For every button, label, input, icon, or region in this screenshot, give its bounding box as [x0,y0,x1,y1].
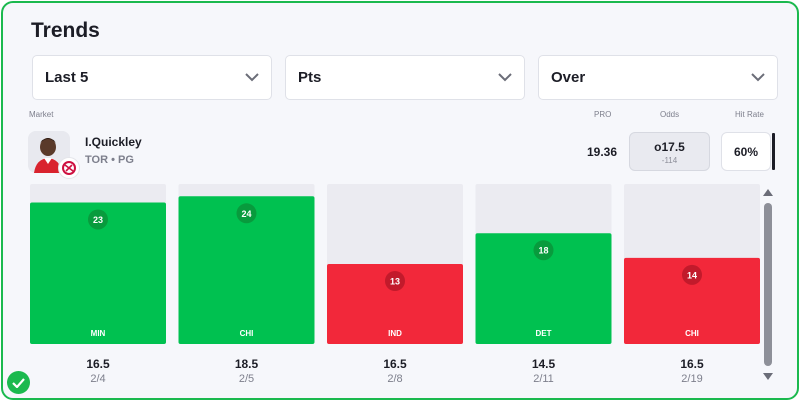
scroll-up-arrow-icon[interactable] [762,187,774,197]
over-under-dropdown-label: Over [551,69,586,86]
market-column-header: Market [29,110,54,119]
bar-line-label: 14.5 [532,357,556,371]
pro-column-header: PRO [594,110,612,119]
page-title: Trends [31,19,100,42]
bar-date-label: 2/5 [239,373,254,385]
bar-value-badge [88,209,108,230]
odds-line: o17.5 [654,140,685,154]
bar-opponent-label: DET [536,329,552,338]
hit-rate-accent [772,133,775,170]
trend-bar [30,202,166,344]
avatar [28,131,80,179]
bar-opponent-label: CHI [685,329,699,338]
bar-line-label: 16.5 [86,357,110,371]
trend-bar-slot[interactable]: 18 DET 14.5 2/11 [475,184,612,385]
chevron-down-icon [498,73,512,82]
bar-opponent-label: IND [388,329,402,338]
player-team-position: TOR • PG [85,154,134,166]
over-under-dropdown[interactable]: Over [538,55,778,100]
bar-value-badge [385,271,405,291]
chevron-down-icon [245,73,259,82]
odds-price: -114 [661,156,678,165]
trend-bar-slot[interactable]: 24 CHI 18.5 2/5 [178,184,315,385]
hit-rate-box: 60% [721,132,771,171]
team-logo [58,157,80,179]
trend-bar-slot[interactable]: 13 IND 16.5 2/8 [327,184,463,385]
bar-date-label: 2/11 [533,373,554,385]
trend-bar-slot[interactable]: 23 MIN 16.5 2/4 [30,184,166,385]
odds-button[interactable]: o17.5 -114 [629,132,710,171]
trend-bar-slot[interactable]: 14 CHI 16.5 2/19 [624,184,760,385]
bar-value-badge [533,240,554,261]
bar-opponent-label: MIN [91,329,106,338]
scrollbar-thumb[interactable] [764,203,772,366]
bar-value-label: 14 [687,270,697,280]
bar-value-label: 23 [93,215,103,225]
raptors-logo-icon [62,161,76,175]
trend-bar [178,196,315,344]
hit-rate-value: 60% [733,144,759,159]
scroll-down-arrow-icon[interactable] [762,372,774,382]
player-row[interactable]: I.Quickley TOR • PG [28,131,142,179]
bar-line-label: 16.5 [680,357,704,371]
period-dropdown-label: Last 5 [45,69,89,86]
bar-line-label: 18.5 [235,357,259,371]
check-icon [7,371,30,394]
chevron-down-icon [751,73,765,82]
bar-value-label: 18 [538,246,548,256]
bar-date-label: 2/4 [90,373,105,385]
bar-date-label: 2/19 [681,373,702,385]
bar-value-label: 24 [241,209,251,219]
pro-value: 19.36 [587,145,618,159]
trend-bar [327,264,463,344]
period-dropdown[interactable]: Last 5 [32,55,272,100]
stat-dropdown[interactable]: Pts [285,55,525,100]
hit-rate-column-header: Hit Rate [735,110,764,119]
trend-bar [624,257,760,344]
bar-line-label: 16.5 [383,357,407,371]
bar-opponent-label: CHI [240,329,254,338]
trend-bar [475,233,612,344]
bar-value-badge [682,264,702,285]
stat-dropdown-label: Pts [298,69,322,86]
bar-value-label: 13 [390,277,400,287]
bar-value-badge [236,203,257,224]
odds-column-header: Odds [660,110,680,119]
player-name: I.Quickley [85,135,142,149]
bar-date-label: 2/8 [387,373,402,385]
